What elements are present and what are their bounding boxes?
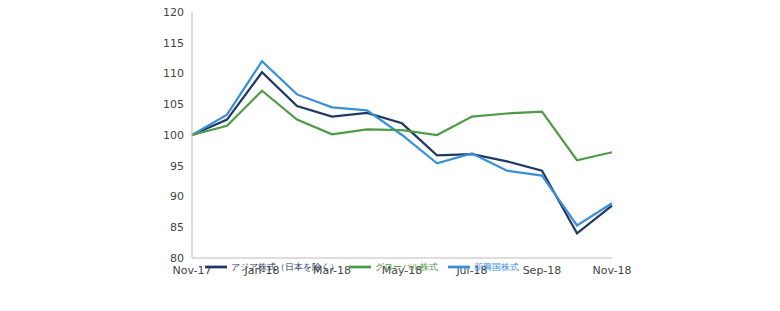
svg-text:Jul-18: Jul-18 <box>455 264 487 277</box>
svg-text:Jan-18: Jan-18 <box>244 264 280 277</box>
svg-text:100: 100 <box>163 129 184 142</box>
svg-text:Sep-18: Sep-18 <box>523 264 562 277</box>
svg-text:120: 120 <box>163 6 184 19</box>
svg-text:Mar-18: Mar-18 <box>313 264 351 277</box>
svg-text:Nov-18: Nov-18 <box>592 264 631 277</box>
svg-text:85: 85 <box>170 221 184 234</box>
svg-text:115: 115 <box>163 37 184 50</box>
svg-text:110: 110 <box>163 67 184 80</box>
svg-text:90: 90 <box>170 190 184 203</box>
svg-text:Nov-17: Nov-17 <box>172 264 211 277</box>
svg-text:80: 80 <box>170 252 184 265</box>
svg-text:May-18: May-18 <box>382 264 423 277</box>
svg-text:95: 95 <box>170 160 184 173</box>
svg-text:105: 105 <box>163 98 184 111</box>
